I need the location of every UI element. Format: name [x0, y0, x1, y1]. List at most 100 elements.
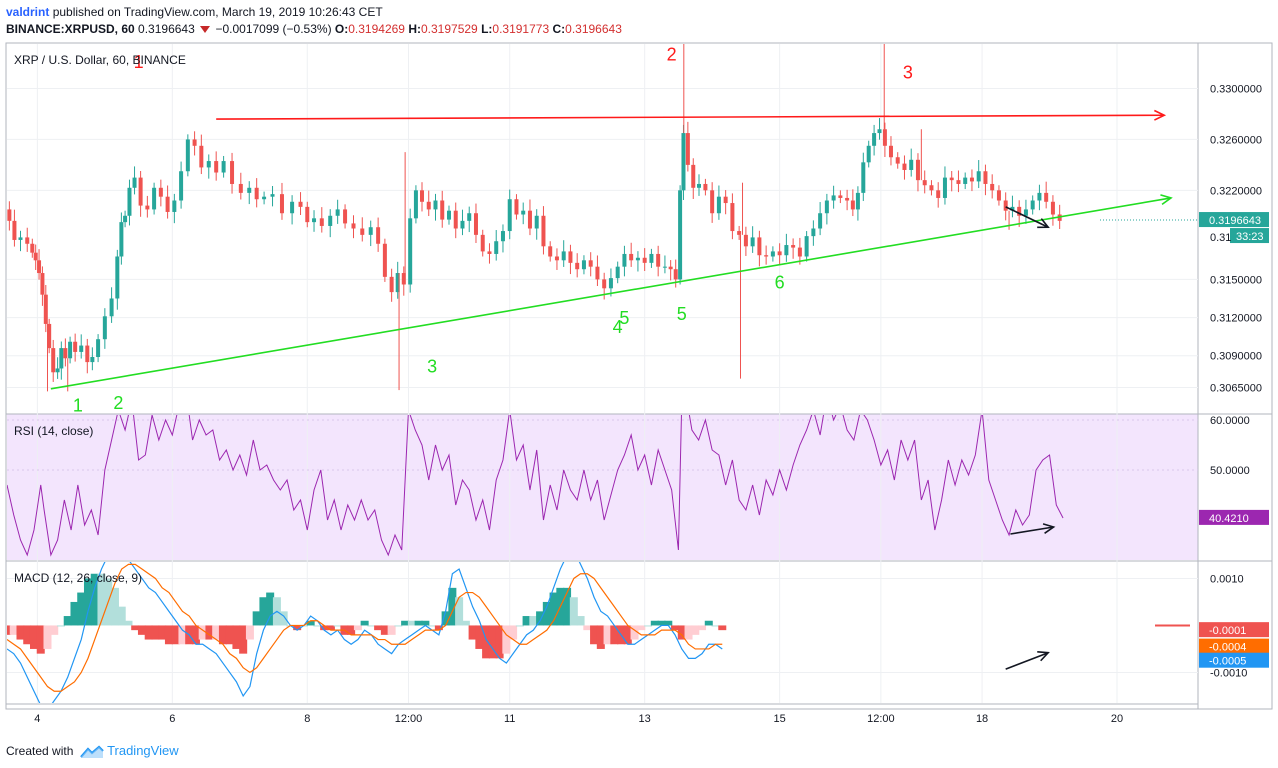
candle-body [521, 210, 526, 215]
candle-body [480, 234, 485, 252]
wave-label: 1 [73, 396, 83, 416]
macd-histogram-bar [178, 625, 187, 645]
price-tick-label: 0.3090000 [1210, 351, 1262, 363]
macd-value-label-bg [1199, 652, 1269, 668]
price-tick-label: 0.3150000 [1210, 274, 1262, 286]
candle-body [723, 196, 728, 204]
candle-body [678, 190, 683, 280]
macd-histogram-bar [590, 625, 599, 645]
created-with-text: Created with [6, 744, 74, 758]
candle-body [866, 145, 871, 163]
candle-body [179, 171, 184, 201]
rsi-band [7, 414, 1198, 560]
wave-label: 2 [667, 45, 677, 65]
open-value: 0.3194269 [348, 22, 405, 36]
candle-body [656, 253, 661, 267]
close-label: C: [552, 22, 566, 36]
candle-body [199, 145, 204, 168]
high-value: 0.3197529 [421, 22, 478, 36]
macd-histogram-bar [266, 592, 275, 626]
price-tick-label: 0.3120000 [1210, 313, 1262, 325]
candle-body [784, 245, 789, 256]
candle-body [40, 273, 45, 295]
candle-body [642, 257, 647, 263]
candle-body [888, 145, 893, 158]
candle-body [68, 341, 73, 359]
macd-histogram-bar [387, 625, 396, 635]
candle-body [305, 206, 310, 223]
macd-pane [7, 562, 1190, 703]
macd-value-label: -0.0005 [1209, 656, 1246, 668]
macd-histogram-bar [164, 625, 173, 645]
candle-body [561, 251, 566, 261]
macd-histogram-bar [158, 625, 167, 640]
macd-histogram-bar [347, 625, 356, 635]
macd-histogram-bar [664, 620, 673, 626]
candle-body [750, 237, 755, 247]
macd-histogram-bar [279, 611, 288, 626]
macd-histogram-bar [684, 625, 693, 640]
candle-body [230, 161, 235, 184]
rsi-divergence-arrow-head [1042, 523, 1056, 534]
candle-body [298, 201, 303, 207]
macd-histogram-bar [245, 625, 254, 640]
price-pane-title: XRP / U.S. Dollar, 60, BINANCE [14, 53, 186, 67]
macd-histogram-bar [293, 625, 302, 631]
macd-histogram-bar [509, 625, 518, 640]
candle-body [902, 163, 907, 170]
candle-body [743, 234, 748, 247]
macd-histogram-bar [374, 625, 383, 631]
candle-body [1003, 200, 1008, 211]
candle-body [351, 223, 356, 229]
tradingview-brand[interactable]: TradingView [107, 743, 179, 758]
candle-body [615, 266, 620, 279]
last-price-label: 0.3196643 [1209, 215, 1261, 227]
rsi-tick-label: 50.0000 [1210, 465, 1250, 477]
countdown-label: 33:23 [1236, 231, 1264, 243]
candle-body [691, 164, 696, 188]
candle-body [262, 196, 267, 200]
tradingview-logo-icon [79, 745, 104, 758]
candle-body [649, 253, 654, 263]
candle-body [152, 187, 157, 210]
candle-body [1037, 192, 1042, 201]
candle-body [818, 213, 823, 229]
candle-body [990, 183, 995, 191]
candle-body [635, 257, 640, 261]
macd-histogram-bar [428, 625, 437, 627]
candle-body [845, 197, 850, 201]
candle-body [527, 210, 532, 229]
candles [7, 44, 1062, 392]
wave-label: 1 [134, 52, 144, 72]
candle-body [102, 316, 107, 340]
candle-body [382, 243, 387, 277]
time-tick-label: 8 [304, 713, 310, 725]
author-link[interactable]: valdrint [6, 5, 50, 19]
macd-histogram-bar [50, 625, 59, 635]
support-trendline [50, 197, 1172, 390]
candle-body [500, 231, 505, 242]
candle-body [247, 187, 252, 193]
low-value: 0.3191773 [492, 22, 550, 36]
candle-body [206, 161, 211, 168]
candle-body [335, 209, 340, 216]
macd-histogram-bar [623, 625, 632, 645]
candle-body [716, 196, 721, 214]
macd-histogram-bar [394, 625, 403, 627]
macd-histogram-bar [313, 625, 322, 627]
macd-histogram-bar [630, 625, 639, 640]
candle-body [59, 348, 64, 369]
candle-body [85, 345, 90, 363]
macd-histogram-bar [117, 606, 126, 626]
countdown-bg [1230, 228, 1269, 244]
macd-histogram-bar [205, 625, 214, 640]
candle-body [55, 368, 60, 373]
candle-body [507, 199, 512, 232]
macd-histogram-bar [583, 625, 592, 631]
resistance-trendline-head [1153, 109, 1167, 121]
candle-body [90, 357, 95, 363]
macd-histogram-bar [259, 597, 268, 626]
macd-histogram-bar [650, 620, 659, 626]
candle-body [811, 228, 816, 237]
